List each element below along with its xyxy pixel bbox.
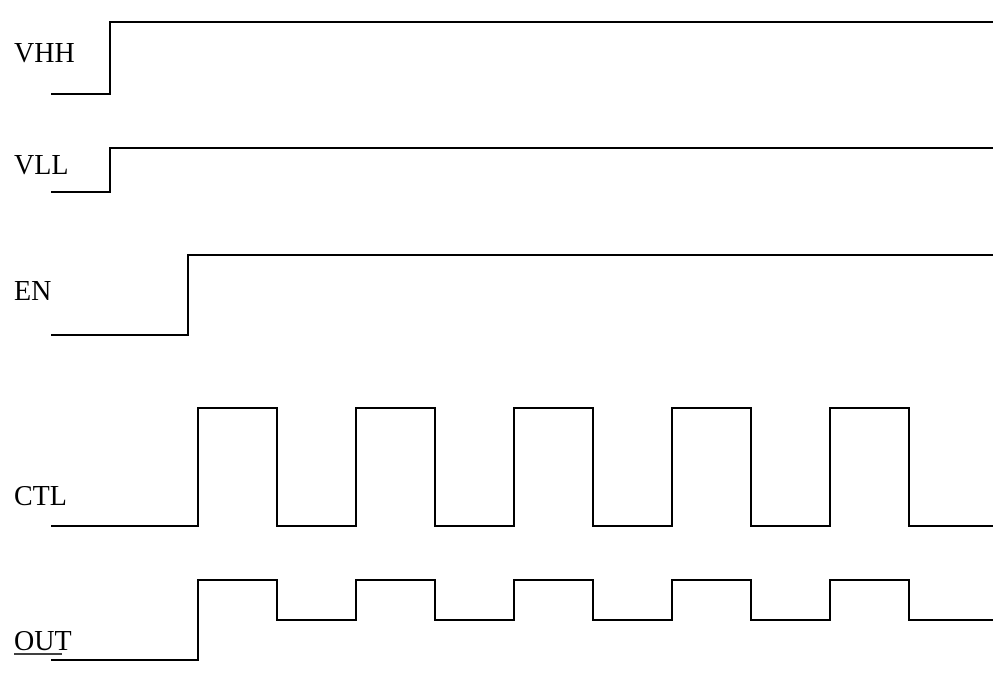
- signal-vhh-trace: [52, 22, 992, 94]
- signal-out-trace: [52, 580, 992, 660]
- signal-en-label: EN: [14, 276, 51, 307]
- signal-ctl-trace: [52, 408, 992, 526]
- signal-vhh-label: VHH: [14, 38, 75, 69]
- signal-ctl: CTL: [14, 408, 992, 526]
- signal-out-label: OUT: [14, 626, 72, 657]
- timing-diagram: VHH VLL EN CTL OUT: [0, 0, 1000, 679]
- signal-en: EN: [14, 255, 992, 335]
- signal-en-trace: [52, 255, 992, 335]
- signal-vll-label: VLL: [14, 150, 68, 181]
- signal-out: OUT: [14, 580, 992, 660]
- signal-vll-trace: [52, 148, 992, 192]
- signal-vhh: VHH: [14, 22, 992, 94]
- signal-vll: VLL: [14, 148, 992, 192]
- signal-ctl-label: CTL: [14, 481, 67, 512]
